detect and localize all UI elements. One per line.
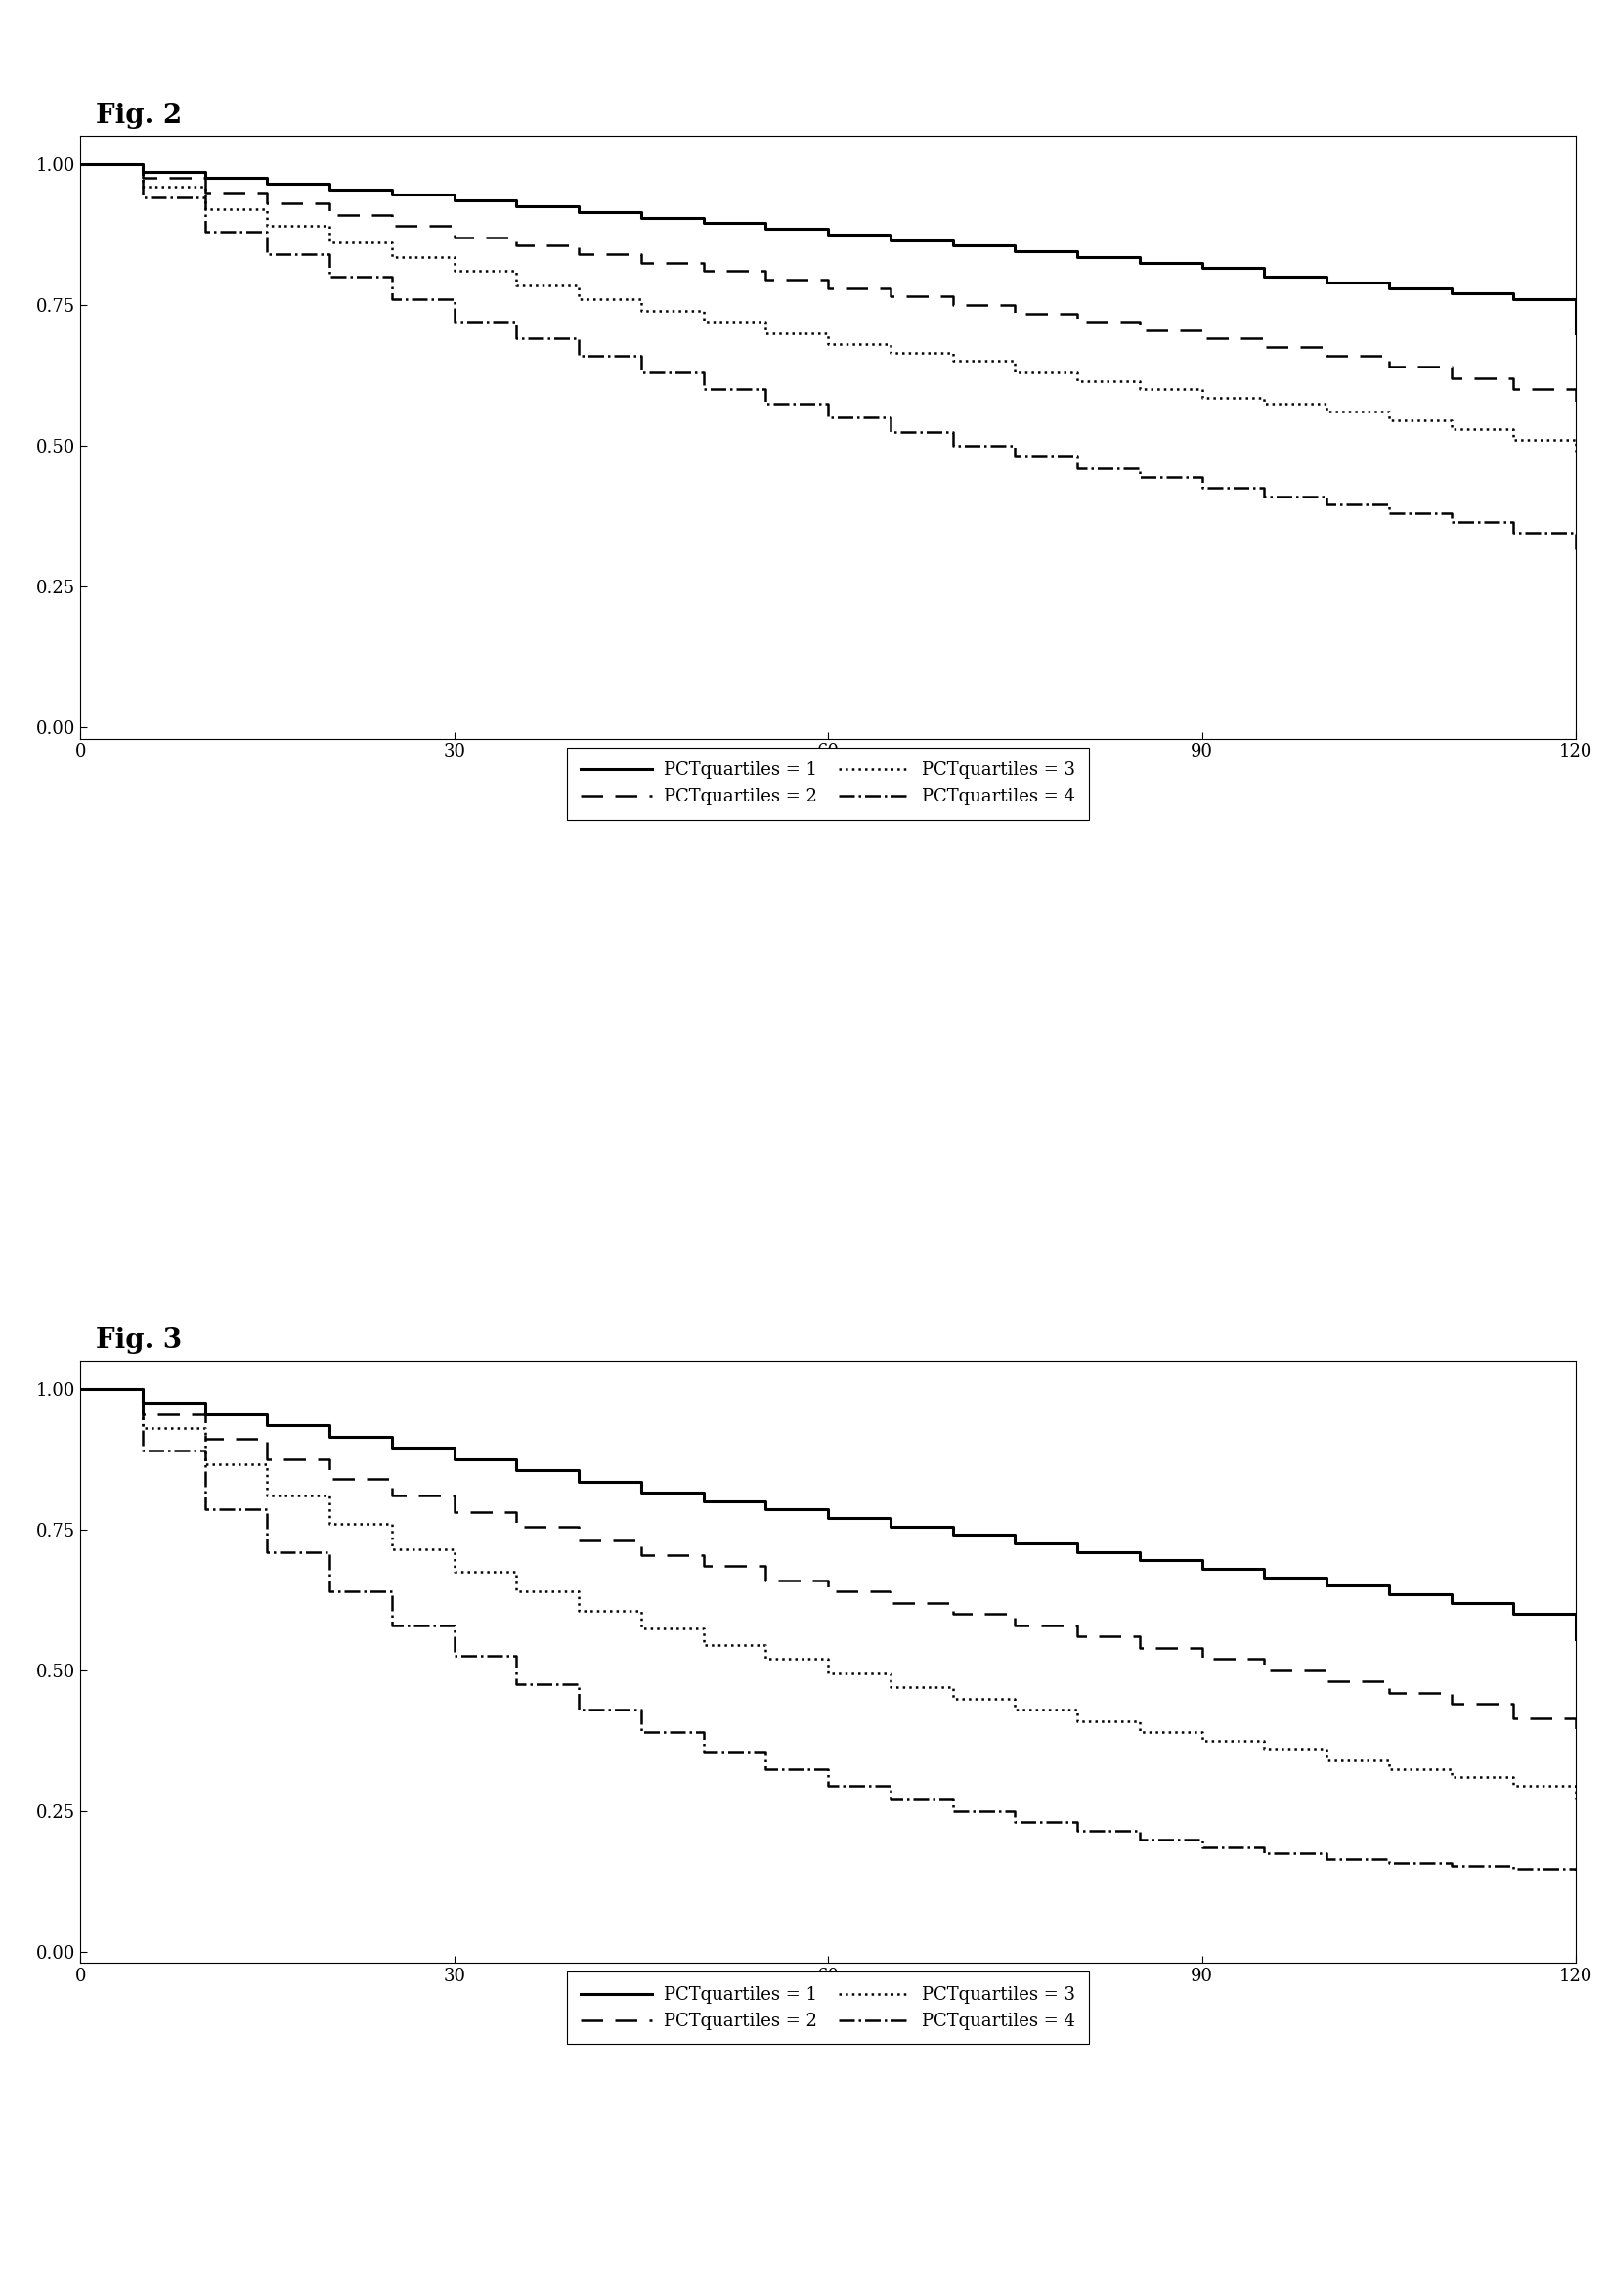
Legend: PCTquartiles = 1, PCTquartiles = 2, PCTquartiles = 3, PCTquartiles = 4: PCTquartiles = 1, PCTquartiles = 2, PCTq… <box>568 1972 1089 2043</box>
Legend: PCTquartiles = 1, PCTquartiles = 2, PCTquartiles = 3, PCTquartiles = 4: PCTquartiles = 1, PCTquartiles = 2, PCTq… <box>568 748 1089 820</box>
X-axis label: Survival time (months): Survival time (months) <box>717 1993 939 2011</box>
Text: Fig. 2: Fig. 2 <box>95 103 182 129</box>
X-axis label: Survival time (months): Survival time (months) <box>717 769 939 788</box>
Text: Fig. 3: Fig. 3 <box>95 1327 182 1355</box>
